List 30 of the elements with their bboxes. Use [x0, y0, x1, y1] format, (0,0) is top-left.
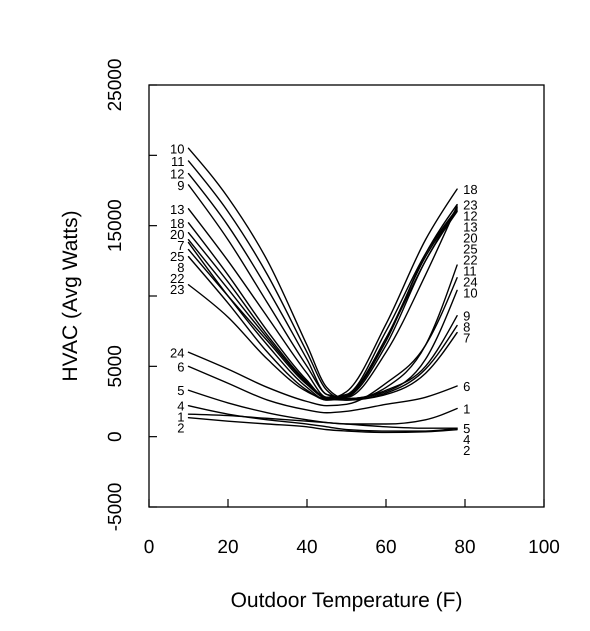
text: 2	[463, 443, 470, 458]
series-label: 10	[170, 141, 184, 156]
text: 5	[463, 421, 470, 436]
y-axis-title: HVAC (Avg Watts)	[59, 210, 82, 382]
series-label: 6	[177, 359, 184, 374]
series-label: 18	[170, 216, 184, 231]
series-label: 25	[170, 248, 184, 264]
x-tick-label: 20	[217, 537, 239, 558]
y-tick-label: 5000	[105, 345, 126, 388]
x-tick-label: 60	[375, 537, 397, 558]
y-tick-label: -5000	[105, 482, 126, 532]
x-tick-label: 100	[528, 537, 560, 558]
series-label: 11	[171, 154, 184, 169]
text: 22	[463, 252, 478, 268]
series-label: 4	[177, 398, 184, 414]
x-tick-label: 0	[144, 537, 154, 558]
x-tick-label: 40	[296, 537, 318, 558]
series-label: 13	[170, 202, 184, 217]
x-axis-title: Outdoor Temperature (F)	[230, 589, 462, 612]
series-label: 5	[177, 383, 184, 398]
y-tick-label: 0	[105, 431, 126, 442]
series-label: 24	[170, 345, 184, 360]
series-label: 23	[170, 282, 184, 297]
text: 1	[463, 402, 470, 417]
y-tick-label: 15000	[105, 199, 126, 252]
text: 6	[463, 379, 470, 394]
series-label: 2	[177, 420, 184, 436]
text: 18	[463, 182, 478, 198]
y-tick-label: 25000	[105, 58, 126, 112]
x-tick-label: 80	[454, 537, 476, 558]
